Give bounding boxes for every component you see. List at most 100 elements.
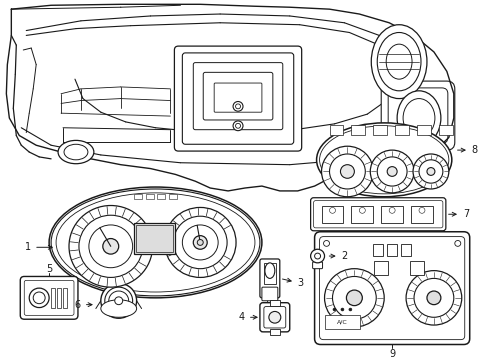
Bar bbox=[351, 206, 372, 223]
Text: 4: 4 bbox=[238, 312, 257, 322]
Text: 5: 5 bbox=[46, 264, 52, 274]
FancyBboxPatch shape bbox=[174, 46, 301, 151]
Circle shape bbox=[79, 215, 142, 278]
Circle shape bbox=[102, 239, 119, 254]
Circle shape bbox=[418, 207, 424, 213]
Bar bbox=[63, 288, 67, 307]
Circle shape bbox=[340, 165, 354, 178]
Bar bbox=[386, 244, 396, 256]
Bar bbox=[410, 206, 432, 223]
Bar bbox=[51, 288, 55, 307]
FancyBboxPatch shape bbox=[214, 83, 262, 112]
Ellipse shape bbox=[396, 91, 440, 145]
Text: 9: 9 bbox=[388, 349, 394, 359]
FancyBboxPatch shape bbox=[24, 280, 74, 315]
Bar bbox=[372, 244, 383, 256]
Circle shape bbox=[329, 207, 335, 213]
Ellipse shape bbox=[29, 288, 49, 307]
Circle shape bbox=[418, 160, 442, 183]
FancyBboxPatch shape bbox=[314, 232, 469, 345]
Circle shape bbox=[340, 308, 343, 311]
Circle shape bbox=[454, 240, 460, 246]
Circle shape bbox=[332, 308, 335, 311]
Bar bbox=[264, 263, 275, 284]
Ellipse shape bbox=[58, 140, 94, 164]
Bar bbox=[409, 261, 423, 275]
Bar bbox=[133, 194, 142, 199]
Bar bbox=[438, 125, 452, 135]
Bar bbox=[269, 329, 279, 335]
Ellipse shape bbox=[56, 193, 254, 292]
Circle shape bbox=[69, 206, 152, 287]
Bar bbox=[269, 300, 279, 306]
Bar bbox=[329, 125, 343, 135]
Circle shape bbox=[376, 157, 406, 186]
Bar bbox=[324, 315, 360, 329]
Text: 6: 6 bbox=[75, 300, 92, 310]
FancyBboxPatch shape bbox=[264, 307, 285, 328]
Ellipse shape bbox=[101, 300, 136, 317]
Ellipse shape bbox=[264, 263, 274, 278]
Ellipse shape bbox=[33, 292, 45, 304]
Circle shape bbox=[197, 239, 203, 246]
Bar bbox=[135, 225, 173, 252]
Circle shape bbox=[235, 104, 240, 109]
Bar bbox=[381, 206, 402, 223]
Ellipse shape bbox=[316, 123, 451, 197]
Circle shape bbox=[359, 207, 365, 213]
Text: 2: 2 bbox=[328, 251, 347, 261]
Circle shape bbox=[235, 123, 240, 128]
Ellipse shape bbox=[104, 287, 132, 314]
Ellipse shape bbox=[51, 189, 260, 296]
Circle shape bbox=[386, 167, 396, 176]
Text: 1: 1 bbox=[25, 242, 52, 252]
Ellipse shape bbox=[64, 144, 88, 160]
FancyBboxPatch shape bbox=[20, 276, 78, 319]
Bar bbox=[321, 206, 343, 223]
Ellipse shape bbox=[386, 44, 411, 79]
Text: 7: 7 bbox=[447, 209, 468, 219]
Ellipse shape bbox=[370, 25, 426, 99]
Ellipse shape bbox=[115, 297, 122, 305]
Circle shape bbox=[314, 253, 320, 259]
FancyBboxPatch shape bbox=[387, 88, 447, 143]
Circle shape bbox=[405, 271, 461, 325]
FancyBboxPatch shape bbox=[260, 259, 279, 298]
Text: 3: 3 bbox=[282, 278, 303, 288]
Circle shape bbox=[173, 216, 226, 269]
Circle shape bbox=[413, 278, 453, 317]
Circle shape bbox=[388, 207, 394, 213]
Bar bbox=[145, 194, 153, 199]
FancyBboxPatch shape bbox=[203, 72, 272, 120]
Ellipse shape bbox=[376, 32, 420, 91]
Circle shape bbox=[233, 121, 243, 131]
Ellipse shape bbox=[108, 291, 128, 310]
Circle shape bbox=[369, 150, 413, 193]
FancyBboxPatch shape bbox=[182, 53, 293, 144]
Ellipse shape bbox=[402, 99, 434, 138]
Bar bbox=[157, 194, 165, 199]
FancyBboxPatch shape bbox=[310, 198, 445, 231]
Ellipse shape bbox=[49, 187, 262, 298]
Circle shape bbox=[332, 276, 375, 319]
Circle shape bbox=[310, 249, 324, 263]
Circle shape bbox=[348, 308, 351, 311]
FancyBboxPatch shape bbox=[260, 303, 289, 332]
FancyBboxPatch shape bbox=[193, 63, 282, 130]
FancyBboxPatch shape bbox=[313, 201, 442, 228]
Bar bbox=[373, 261, 387, 275]
FancyBboxPatch shape bbox=[319, 237, 464, 339]
Circle shape bbox=[233, 102, 243, 111]
Bar bbox=[372, 125, 386, 135]
Bar bbox=[57, 288, 61, 307]
Circle shape bbox=[329, 154, 365, 189]
Circle shape bbox=[412, 154, 448, 189]
Circle shape bbox=[323, 240, 329, 246]
Text: A/C: A/C bbox=[336, 320, 347, 325]
Bar bbox=[133, 223, 175, 254]
Circle shape bbox=[346, 290, 362, 306]
Bar bbox=[169, 194, 177, 199]
FancyBboxPatch shape bbox=[312, 262, 322, 269]
Bar bbox=[394, 125, 408, 135]
Circle shape bbox=[324, 269, 384, 327]
